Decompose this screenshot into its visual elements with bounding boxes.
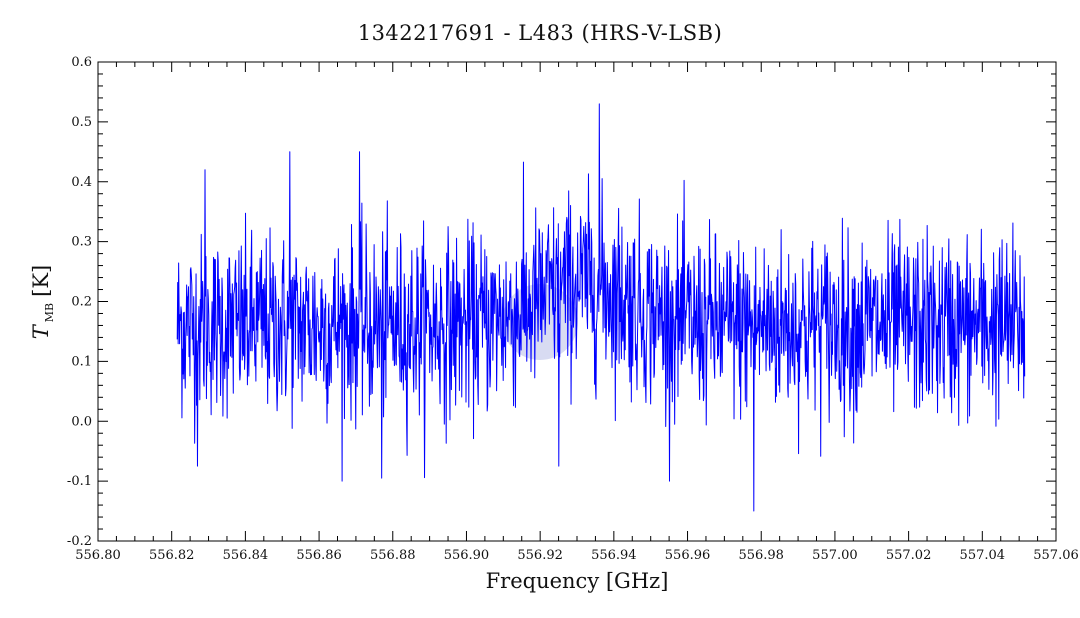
x-tick-label: 557.00: [812, 548, 858, 563]
x-tick-label: 557.04: [960, 548, 1006, 563]
axis-ticks: [97, 61, 1057, 542]
y-axis-label: TMB [K]: [29, 265, 56, 339]
y-axis-label-main: T: [29, 323, 53, 339]
y-tick-label: -0.1: [67, 474, 92, 489]
x-axis-label: Frequency [GHz]: [486, 569, 669, 593]
x-tick-label: 556.96: [665, 548, 711, 563]
spectrum-series-line: [176, 103, 1026, 512]
y-axis-label-unit: [K]: [29, 265, 53, 297]
x-tick-label: 556.82: [149, 548, 195, 563]
y-tick-label: 0.3: [71, 235, 92, 250]
x-tick-label: 556.92: [517, 548, 563, 563]
y-tick-label: 0.5: [71, 115, 92, 130]
x-tick-label: 556.90: [444, 548, 490, 563]
y-tick-label: 0.6: [71, 55, 92, 70]
x-tick-label: 557.06: [1033, 548, 1079, 563]
series-group: [176, 103, 1026, 512]
y-tick-label: -0.2: [67, 534, 92, 549]
x-tick-labels: 556.80 556.82 556.84 556.86 556.88 556.90 556.…: [75, 548, 1079, 563]
x-tick-label: 556.88: [370, 548, 416, 563]
x-tick-label: 556.80: [75, 548, 121, 563]
x-tick-label: 557.02: [886, 548, 932, 563]
y-tick-labels: -0.2 -0.1 0.0 0.1 0.2 0.3 0.4 0.5 0.6: [67, 55, 92, 549]
y-tick-label: 0.0: [71, 414, 92, 429]
x-tick-label: 556.98: [738, 548, 784, 563]
svg-text:TMB[K]: TMB [K]: [29, 265, 56, 339]
y-axis-label-sub: MB: [43, 303, 56, 322]
y-tick-label: 0.2: [71, 295, 92, 310]
x-tick-label: 556.86: [296, 548, 342, 563]
y-tick-label: 0.1: [71, 354, 92, 369]
x-tick-label: 556.94: [591, 548, 637, 563]
chart-title: 1342217691 - L483 (HRS-V-LSB): [358, 21, 723, 45]
x-tick-label: 556.84: [223, 548, 269, 563]
y-tick-label: 0.4: [71, 175, 92, 190]
